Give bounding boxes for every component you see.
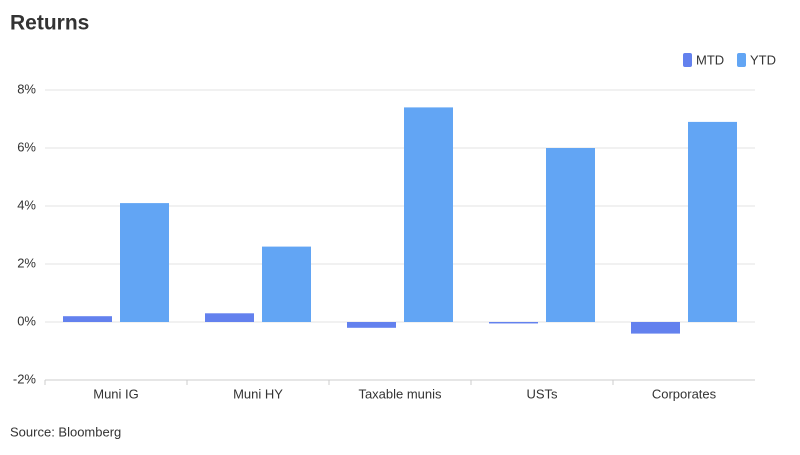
- x-tick-label: Corporates: [652, 386, 717, 401]
- legend-swatch: [737, 53, 746, 67]
- bar: [63, 316, 112, 322]
- legend-label: YTD: [750, 52, 776, 67]
- bar: [489, 322, 538, 324]
- y-tick-label: 6%: [17, 139, 36, 154]
- bar: [347, 322, 396, 328]
- bar: [546, 148, 595, 322]
- source: Source: Bloomberg: [10, 424, 121, 439]
- y-tick-label: 0%: [17, 313, 36, 328]
- bar: [120, 203, 169, 322]
- bar: [205, 313, 254, 322]
- bar: [631, 322, 680, 334]
- y-tick-label: 2%: [17, 255, 36, 270]
- bar: [262, 246, 311, 322]
- x-tick-label: USTs: [526, 386, 558, 401]
- y-tick-label: 4%: [17, 197, 36, 212]
- legend-label: MTD: [696, 52, 724, 67]
- y-tick-label: -2%: [13, 371, 37, 386]
- chart-title: Returns: [10, 12, 89, 35]
- bar: [688, 121, 737, 323]
- y-tick-label: 8%: [17, 81, 36, 96]
- x-tick-label: Taxable munis: [358, 386, 442, 401]
- x-tick-label: Muni HY: [233, 386, 283, 401]
- x-tick-label: Muni IG: [93, 386, 139, 401]
- legend-swatch: [683, 53, 692, 67]
- bar: [404, 107, 453, 323]
